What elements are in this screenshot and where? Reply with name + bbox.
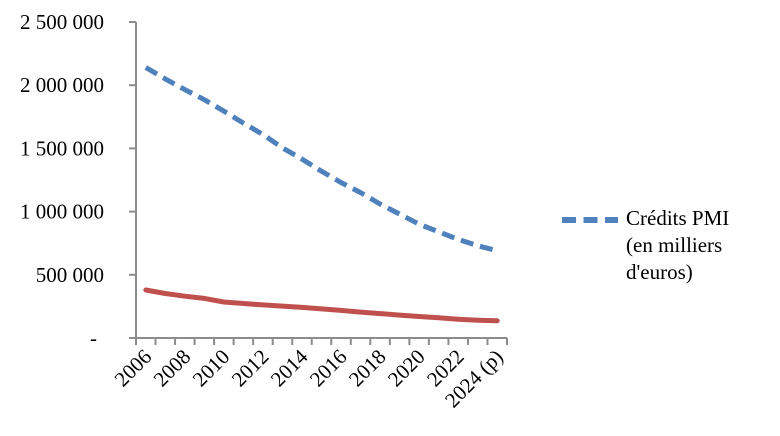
y-axis-tick-label: - — [90, 326, 97, 350]
legend-label-line-2: (en milliers — [626, 233, 723, 257]
x-axis-tick-label: 2020 — [383, 345, 430, 392]
y-axis-tick-label: 500 000 — [36, 263, 104, 287]
x-axis-tick-label: 2014 — [266, 344, 313, 391]
x-axis-tick-label: 2008 — [149, 345, 196, 392]
x-axis-tick-label: 2018 — [344, 345, 391, 392]
y-axis-tick-label: 1 000 000 — [20, 200, 104, 224]
y-axis-tick-label: 2 000 000 — [20, 73, 104, 97]
x-axis-tick-label: 2012 — [227, 345, 274, 392]
legend: Crédits PMI (en milliers d'euros) — [561, 205, 729, 286]
y-axis-tick-label: 2 500 000 — [20, 10, 104, 34]
secondary-solid-line — [143, 287, 500, 324]
y-axis-tick-label: 1 500 000 — [20, 136, 104, 160]
x-axis-tick-label: 2016 — [305, 345, 352, 392]
x-axis-tick-label: 2010 — [188, 345, 235, 392]
legend-label: Crédits PMI (en milliers d'euros) — [626, 205, 729, 286]
credits-pmi-dashed-line — [144, 65, 498, 254]
legend-label-line-3: d'euros) — [626, 260, 693, 284]
legend-label-line-1: Crédits PMI — [626, 206, 730, 230]
legend-dashed-line-icon — [562, 217, 618, 223]
x-axis-tick-label: 2006 — [110, 345, 157, 392]
